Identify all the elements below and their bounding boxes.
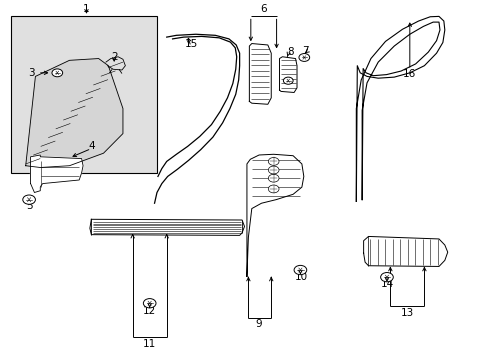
Text: 1: 1 (83, 4, 90, 14)
Circle shape (23, 195, 35, 204)
Text: 15: 15 (184, 39, 197, 49)
Circle shape (298, 54, 309, 62)
Text: 14: 14 (380, 279, 393, 289)
Polygon shape (249, 44, 271, 104)
Bar (11, 16, 157, 173)
Text: 3: 3 (28, 68, 35, 78)
Polygon shape (279, 57, 296, 93)
Text: 10: 10 (295, 272, 308, 282)
Polygon shape (90, 219, 244, 235)
Text: 2: 2 (111, 53, 117, 63)
Polygon shape (26, 59, 122, 167)
Text: 5: 5 (26, 201, 32, 211)
Text: 7: 7 (302, 46, 308, 56)
Polygon shape (30, 155, 83, 193)
Text: 12: 12 (143, 306, 156, 316)
Polygon shape (246, 154, 303, 276)
Circle shape (283, 77, 292, 84)
Polygon shape (363, 237, 447, 266)
Text: 4: 4 (88, 141, 95, 151)
Text: 16: 16 (403, 68, 416, 78)
Text: 9: 9 (255, 319, 262, 329)
Circle shape (268, 157, 279, 165)
Text: 13: 13 (400, 308, 413, 318)
Circle shape (268, 185, 279, 193)
Circle shape (52, 69, 62, 77)
Circle shape (268, 174, 279, 182)
Text: 6: 6 (260, 4, 267, 14)
Circle shape (268, 166, 279, 174)
Text: 11: 11 (143, 339, 156, 348)
Circle shape (143, 298, 156, 308)
Text: 8: 8 (287, 47, 293, 57)
Circle shape (380, 273, 392, 282)
Circle shape (293, 265, 306, 275)
